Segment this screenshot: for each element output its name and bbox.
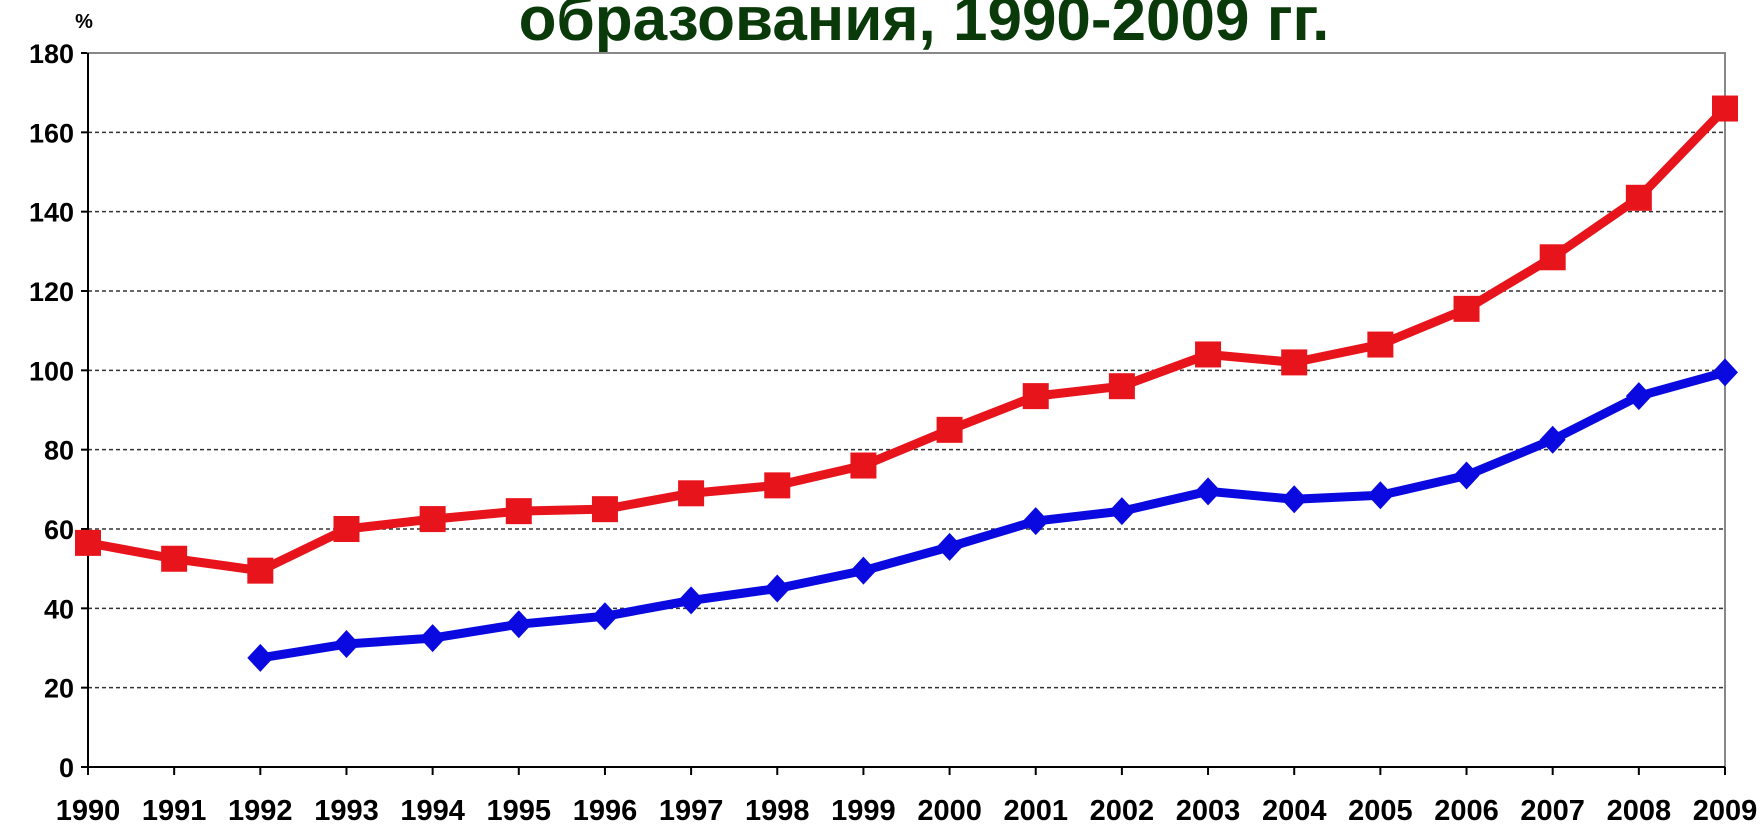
- x-tick-label: 1996: [573, 795, 638, 827]
- marker: [75, 529, 101, 556]
- x-tick-label: 2000: [917, 795, 982, 827]
- marker: [1108, 373, 1135, 400]
- marker: [1281, 485, 1308, 514]
- marker: [1022, 507, 1049, 536]
- marker: [1539, 425, 1566, 454]
- marker: [1625, 382, 1652, 411]
- marker: [1281, 349, 1308, 376]
- marker: [850, 452, 877, 479]
- marker: [678, 586, 705, 615]
- marker: [1367, 481, 1394, 510]
- y-tick-label: 180: [29, 39, 74, 69]
- marker: [591, 496, 618, 523]
- x-tick-label: 1999: [831, 795, 896, 827]
- y-tick-label: 140: [29, 198, 74, 228]
- x-tick-label: 2004: [1262, 795, 1327, 827]
- marker: [936, 416, 963, 443]
- series-line: [87, 105, 1729, 576]
- y-tick-label: 160: [29, 118, 74, 148]
- marker: [1453, 461, 1480, 490]
- marker: [1453, 295, 1480, 322]
- marker: [161, 545, 188, 572]
- x-tick-label: 2002: [1090, 795, 1155, 827]
- marker: [1367, 331, 1394, 358]
- marker: [247, 557, 274, 584]
- marker: [850, 556, 877, 585]
- marker: [1195, 477, 1222, 506]
- x-tick-label: 2007: [1520, 795, 1585, 827]
- marker: [1195, 341, 1222, 368]
- x-tick-label: 1997: [659, 795, 724, 827]
- marker: [1108, 497, 1135, 526]
- x-tick-label: 2005: [1348, 795, 1413, 827]
- marker: [505, 610, 532, 639]
- marker: [1712, 358, 1738, 387]
- x-tick-label: 1991: [142, 795, 207, 827]
- plot-border: [87, 52, 1726, 768]
- y-tick-label: 60: [44, 515, 74, 545]
- y-tick-label: 20: [44, 674, 74, 704]
- marker: [333, 516, 360, 542]
- x-tick-label: 1993: [314, 795, 379, 827]
- x-tick-label: 2006: [1434, 795, 1499, 827]
- marker: [936, 532, 963, 561]
- x-tick-label: 2009: [1693, 795, 1758, 827]
- marker: [247, 643, 274, 672]
- x-tick-label: 1994: [400, 795, 465, 827]
- y-tick-label: 40: [44, 594, 74, 624]
- y-unit: %: [75, 11, 93, 33]
- marker: [333, 630, 360, 659]
- x-tick-label: 2008: [1607, 795, 1672, 827]
- marker: [505, 498, 532, 525]
- x-tick-label: 1995: [487, 795, 552, 827]
- y-tick-label: 0: [59, 753, 74, 783]
- marker: [591, 602, 618, 631]
- marker: [764, 574, 791, 603]
- y-tick-label: 80: [44, 436, 74, 466]
- marker: [1539, 244, 1566, 271]
- y-tick-label: 100: [29, 356, 74, 386]
- series-line: [259, 367, 1727, 663]
- y-tick-label: 120: [29, 277, 74, 307]
- marker: [1625, 184, 1652, 211]
- chart-title: образования, 1990-2009 гг.: [519, 0, 1330, 54]
- marker: [419, 624, 446, 653]
- x-tick-label: 1990: [56, 795, 121, 827]
- x-tick-label: 2003: [1176, 795, 1241, 827]
- marker: [764, 472, 791, 499]
- marker: [678, 480, 705, 507]
- marker: [1022, 383, 1049, 410]
- marker: [419, 506, 446, 533]
- x-tick-label: 2001: [1003, 795, 1068, 827]
- x-tick-label: 1998: [745, 795, 810, 827]
- marker: [1712, 95, 1738, 122]
- x-tick-label: 1992: [228, 795, 293, 827]
